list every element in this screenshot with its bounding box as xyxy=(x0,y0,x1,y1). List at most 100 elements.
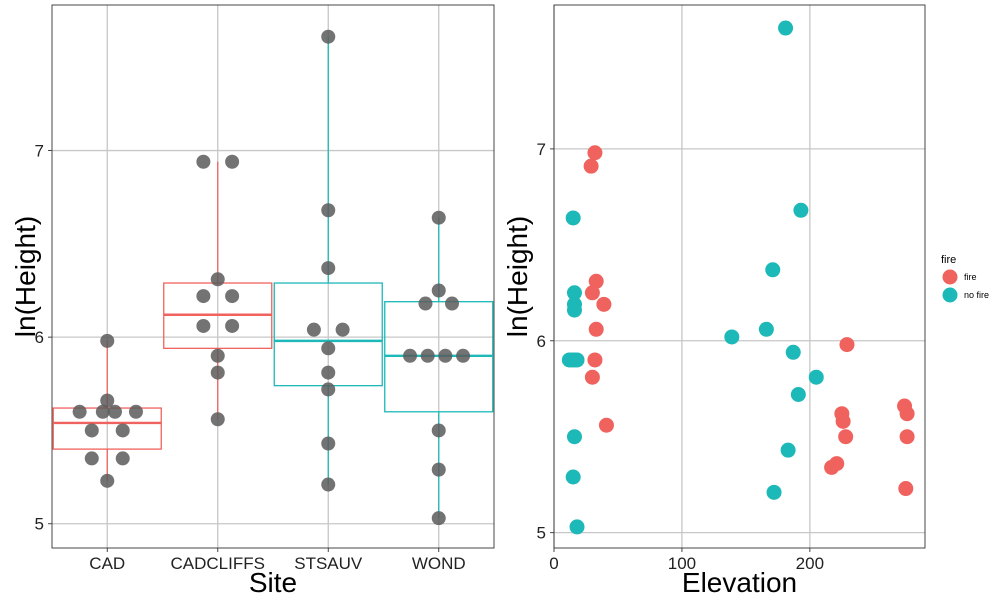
boxplot-x-tick-label: STSAUV xyxy=(294,554,363,573)
boxplot-panel: 5 6 7 CAD CADCLIFFS STSAUV WOND Site ln(Height… xyxy=(10,4,495,598)
boxplot-point xyxy=(431,511,446,526)
boxplot-point xyxy=(420,348,435,363)
scatter-y-tick-label: 7 xyxy=(537,140,546,159)
scatter-point xyxy=(838,429,854,445)
series-fire xyxy=(583,145,915,497)
scatter-point xyxy=(899,429,915,445)
boxplot-y-tick-label: 6 xyxy=(35,328,44,347)
scatter-x-tick-label: 200 xyxy=(796,554,824,573)
scatter-axes: 5 6 7 0 100 200 xyxy=(537,140,825,573)
boxplot-frame xyxy=(51,4,495,549)
scatter-point xyxy=(584,369,600,385)
scatter-point xyxy=(899,406,915,422)
series-no-fire xyxy=(561,20,824,535)
scatter-point xyxy=(824,459,840,475)
boxplot-axes: 5 6 7 CAD CADCLIFFS STSAUV WOND xyxy=(35,142,466,573)
scatter-y-axis-label: ln(Height) xyxy=(502,216,533,337)
boxplot-point xyxy=(72,404,87,419)
boxplot-point xyxy=(100,333,115,348)
scatter-frame xyxy=(553,4,926,549)
boxplot-point xyxy=(431,423,446,438)
legend-label: fire xyxy=(964,272,977,282)
scatter-panel: 5 6 7 0 100 200 Elevation ln(Height) xyxy=(502,4,926,598)
boxplot-point xyxy=(418,296,433,311)
scatter-point xyxy=(587,352,603,368)
scatter-y-tick-label: 5 xyxy=(537,524,546,543)
scatter-points xyxy=(561,20,915,535)
scatter-point xyxy=(793,202,809,218)
boxplot-point xyxy=(321,29,336,44)
scatter-point xyxy=(569,519,585,535)
boxplot-x-axis-label: Site xyxy=(249,567,297,598)
scatter-point xyxy=(565,210,581,226)
boxplot-point xyxy=(210,348,225,363)
legend-label: no fire xyxy=(964,290,989,300)
scatter-point xyxy=(898,481,914,497)
scatter-x-tick-label: 0 xyxy=(549,554,558,573)
boxplot-point xyxy=(210,365,225,380)
scatter-point xyxy=(566,302,582,318)
scatter-x-tick-label: 100 xyxy=(668,554,696,573)
scatter-point xyxy=(566,429,582,445)
boxplot-x-tick-label: WOND xyxy=(412,554,466,573)
boxplot-point xyxy=(225,318,240,333)
boxplot-point xyxy=(403,348,418,363)
scatter-point xyxy=(566,285,582,301)
boxplot-point xyxy=(100,393,115,408)
scatter-point xyxy=(587,145,603,161)
scatter-x-axis-label: Elevation xyxy=(682,567,797,598)
scatter-point xyxy=(780,442,796,458)
boxplot-y-axis-label: ln(Height) xyxy=(10,216,41,337)
scatter-gridlines xyxy=(553,5,925,548)
boxplot-point xyxy=(225,289,240,304)
boxplot-point xyxy=(100,473,115,488)
boxplot-point xyxy=(306,322,321,337)
boxplot-point xyxy=(431,462,446,477)
scatter-point xyxy=(765,262,781,278)
boxplot-point xyxy=(335,322,350,337)
legend-key xyxy=(942,269,958,285)
scatter-point xyxy=(565,469,581,485)
boxplot-point xyxy=(321,436,336,451)
boxplot-point xyxy=(431,283,446,298)
scatter-point xyxy=(588,273,604,289)
legend-items: fire no fire xyxy=(942,269,989,303)
scatter-point xyxy=(724,329,740,345)
scatter-point xyxy=(778,20,794,36)
boxplot-point xyxy=(321,365,336,380)
boxplot-point xyxy=(95,404,110,419)
boxplot-point xyxy=(321,203,336,218)
boxplot-boxes xyxy=(52,36,494,519)
scatter-y-tick-label: 6 xyxy=(537,332,546,351)
boxplot-point xyxy=(84,451,99,466)
boxplot-point xyxy=(438,348,453,363)
boxplot-point xyxy=(196,318,211,333)
scatter-point xyxy=(583,158,599,174)
boxplot-point xyxy=(128,404,143,419)
legend-title: fire xyxy=(941,254,956,266)
boxplot-point xyxy=(431,210,446,225)
scatter-point xyxy=(808,369,824,385)
boxplot-point xyxy=(445,296,460,311)
boxplot-point xyxy=(210,412,225,427)
boxplot-y-tick-label: 5 xyxy=(35,515,44,534)
boxplot-point xyxy=(225,154,240,169)
scatter-point xyxy=(596,296,612,312)
scatter-point xyxy=(785,344,801,360)
scatter-point xyxy=(835,413,851,429)
scatter-point xyxy=(839,337,855,353)
boxplot-x-tick-label: CAD xyxy=(89,554,125,573)
boxplot-point xyxy=(196,289,211,304)
boxplot-points xyxy=(72,29,471,526)
scatter-point xyxy=(569,352,585,368)
scatter-point xyxy=(588,321,604,337)
boxplot-y-tick-label: 7 xyxy=(35,142,44,161)
boxplot-point xyxy=(210,272,225,287)
boxplot-point xyxy=(107,404,122,419)
boxplot-point xyxy=(84,423,99,438)
boxplot-point xyxy=(115,451,130,466)
boxplot-point xyxy=(196,154,211,169)
legend: fire fire no fire xyxy=(941,254,989,303)
